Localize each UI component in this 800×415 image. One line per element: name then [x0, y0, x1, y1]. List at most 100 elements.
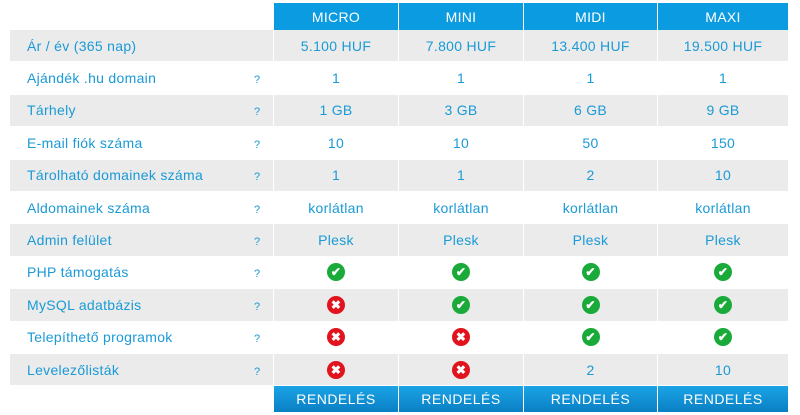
cell-value: ✔ [657, 289, 788, 321]
help-icon[interactable]: ? [254, 106, 261, 119]
cell-value: ✔ [273, 256, 398, 289]
cross-icon: ✖ [452, 360, 470, 379]
cell-value: ✖ [273, 321, 398, 353]
table-row: Admin felület? Plesk Plesk Plesk Plesk [10, 224, 788, 257]
cell-value: 10 [273, 127, 398, 159]
plan-header-maxi: MAXI [657, 3, 788, 30]
table-row: PHP támogatás? ✔ ✔ ✔ ✔ [10, 256, 788, 290]
help-icon[interactable]: ? [254, 236, 261, 249]
cell-value: 50 [523, 127, 657, 159]
feature-label: Levelezőlisták? [27, 361, 261, 378]
plan-header-mini: MINI [398, 3, 523, 30]
cell-value: 1 [273, 62, 398, 94]
feature-label: Admin felület? [27, 232, 261, 249]
table-row: Ajándék .hu domain? 1 1 1 1 [10, 62, 788, 95]
cell-value: Plesk [273, 224, 398, 256]
check-icon: ✔ [714, 295, 732, 314]
feature-label: Aldomainek száma? [27, 199, 261, 216]
help-icon[interactable]: ? [254, 300, 261, 313]
cell-value: ✖ [273, 289, 398, 321]
cell-value: 19.500 HUF [657, 30, 788, 62]
cross-icon: ✖ [452, 328, 470, 347]
table-row: MySQL adatbázis? ✖ ✔ ✔ ✔ [10, 289, 788, 322]
table-row: Tárolható domainek száma? 1 1 2 10 [10, 159, 788, 192]
cell-value: ✔ [523, 321, 657, 353]
cross-icon: ✖ [327, 328, 345, 347]
order-button-maxi[interactable]: RENDELÉS [657, 386, 788, 413]
table-row: Ár / év (365 nap) 5.100 HUF 7.800 HUF 13.40… [10, 30, 788, 63]
help-icon[interactable]: ? [254, 268, 261, 281]
check-icon: ✔ [714, 328, 732, 347]
cell-value: korlátlan [657, 191, 788, 224]
check-icon: ✔ [452, 295, 470, 314]
cell-value: 1 [398, 62, 523, 94]
check-icon: ✔ [581, 328, 600, 347]
order-button-micro[interactable]: RENDELÉS [273, 386, 398, 413]
header-row: MICRO MINI MIDI MAXI [10, 3, 788, 30]
cell-value: 3 GB [398, 94, 523, 127]
cell-value: ✖ [398, 353, 523, 386]
cell-value: 1 GB [273, 94, 398, 127]
plan-header-midi: MIDI [523, 3, 657, 30]
cell-value: korlátlan [273, 191, 398, 224]
cell-value: Plesk [523, 224, 657, 256]
cell-value: 150 [657, 127, 788, 159]
feature-label: Ajándék .hu domain? [27, 70, 261, 87]
feature-label: E-mail fiók száma? [27, 134, 261, 151]
cell-value: 1 [398, 159, 523, 191]
feature-label: PHP támogatás? [27, 264, 261, 281]
help-icon[interactable]: ? [254, 171, 261, 184]
help-icon[interactable]: ? [254, 333, 261, 346]
cell-value: 5.100 HUF [273, 30, 398, 62]
table-row: Tárhely? 1 GB 3 GB 6 GB 9 GB [10, 94, 788, 128]
help-icon[interactable]: ? [254, 365, 261, 378]
cell-value: ✔ [523, 289, 657, 321]
cell-value: 1 [273, 159, 398, 191]
feature-label: Telepíthető programok? [27, 329, 261, 346]
check-icon: ✔ [714, 263, 732, 282]
cell-value: ✔ [657, 256, 788, 289]
cell-value: ✖ [273, 353, 398, 386]
cell-value: ✖ [398, 321, 523, 353]
cell-value: 2 [523, 353, 657, 386]
cell-value: ✔ [398, 289, 523, 321]
cell-value: 2 [523, 159, 657, 191]
table-row: E-mail fiók száma? 10 10 50 150 [10, 127, 788, 160]
cross-icon: ✖ [327, 295, 345, 314]
order-button-midi[interactable]: RENDELÉS [523, 386, 657, 413]
cell-value: 10 [657, 353, 788, 386]
cell-value: Plesk [657, 224, 788, 256]
table-row: Aldomainek száma? korlátlan korlátlan korlá… [10, 191, 788, 225]
check-icon: ✔ [581, 263, 600, 282]
check-icon: ✔ [327, 263, 345, 282]
cell-value: 1 [657, 62, 788, 94]
cross-icon: ✖ [327, 360, 345, 379]
order-row: RENDELÉS RENDELÉS RENDELÉS RENDELÉS [10, 386, 788, 413]
cell-value: 10 [657, 159, 788, 191]
feature-label: Tárolható domainek száma? [27, 167, 261, 184]
cell-value: ✔ [657, 321, 788, 353]
feature-label: Tárhely? [27, 102, 261, 119]
check-icon: ✔ [581, 295, 600, 314]
cell-value: 9 GB [657, 94, 788, 127]
cell-value: Plesk [398, 224, 523, 256]
cell-value: 6 GB [523, 94, 657, 127]
cell-value: 10 [398, 127, 523, 159]
feature-label: MySQL adatbázis? [27, 296, 261, 313]
cell-value: 1 [523, 62, 657, 94]
cell-value: ✔ [398, 256, 523, 289]
feature-label: Ár / év (365 nap) [27, 37, 137, 54]
order-button-mini[interactable]: RENDELÉS [398, 386, 523, 413]
plan-header-micro: MICRO [273, 3, 398, 30]
table-row: Levelezőlisták? ✖ ✖ 2 10 [10, 353, 788, 387]
help-icon[interactable]: ? [254, 138, 261, 151]
check-icon: ✔ [452, 263, 470, 282]
cell-value: 13.400 HUF [523, 30, 657, 62]
cell-value: korlátlan [523, 191, 657, 224]
cell-value: 7.800 HUF [398, 30, 523, 62]
help-icon[interactable]: ? [254, 203, 261, 216]
pricing-table: MICRO MINI MIDI MAXI Ár / év (365 nap) 5.100 … [10, 3, 788, 413]
help-icon[interactable]: ? [254, 74, 261, 87]
table-row: Telepíthető programok? ✖ ✖ ✔ ✔ [10, 321, 788, 354]
cell-value: korlátlan [398, 191, 523, 224]
